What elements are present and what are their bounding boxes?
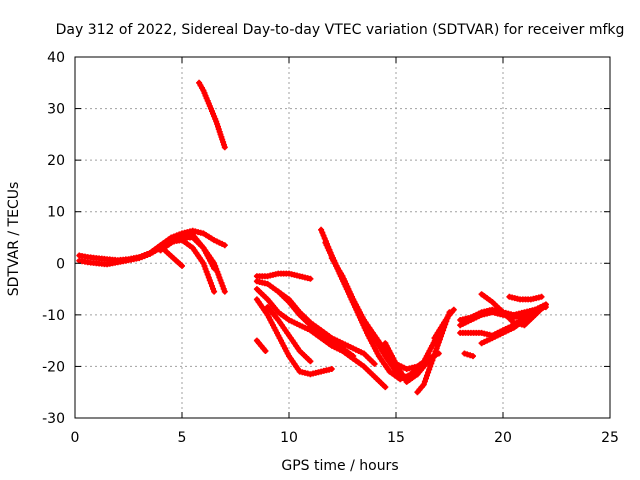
series-arc-16 xyxy=(328,255,432,383)
data-point xyxy=(429,357,436,364)
data-point xyxy=(212,263,219,270)
data-point xyxy=(206,277,213,284)
y-tick-label: 10 xyxy=(47,205,65,221)
series-arc-19 xyxy=(431,306,457,342)
series-arc-13 xyxy=(253,337,269,354)
data-point xyxy=(328,366,335,372)
data-point xyxy=(433,345,440,352)
data-point xyxy=(201,263,208,270)
series-line xyxy=(322,240,425,382)
y-tick-label: 20 xyxy=(47,153,65,169)
data-point xyxy=(426,366,433,373)
plot-frame xyxy=(74,56,611,419)
series-arc-4 xyxy=(157,237,218,295)
x-tick-label: 0 xyxy=(71,430,80,446)
data-points xyxy=(76,79,549,396)
data-point xyxy=(430,354,437,361)
y-tick-label: -20 xyxy=(42,359,65,375)
y-tick-label: -30 xyxy=(42,411,65,427)
data-point xyxy=(217,277,224,284)
x-tick-label: 15 xyxy=(387,430,405,446)
data-point xyxy=(421,378,428,385)
x-tick-label: 10 xyxy=(280,430,298,446)
data-point xyxy=(450,306,457,313)
data-point xyxy=(425,369,432,376)
series-arc-1 xyxy=(76,227,228,264)
data-point xyxy=(200,260,207,267)
series-arc-5 xyxy=(161,247,185,269)
data-point xyxy=(435,339,442,346)
data-point xyxy=(428,360,435,367)
series-arc-11 xyxy=(264,304,314,365)
data-point xyxy=(207,280,214,287)
data-point xyxy=(434,342,441,349)
data-point xyxy=(424,372,430,379)
series-arc-26 xyxy=(506,293,545,303)
data-point xyxy=(436,336,443,343)
series-arc-7 xyxy=(253,270,314,282)
series-arc-9 xyxy=(253,286,389,391)
data-point xyxy=(214,268,221,275)
data-point xyxy=(464,351,471,358)
y-tick-label: -10 xyxy=(42,308,65,324)
data-point xyxy=(215,271,222,278)
y-tick-label: 30 xyxy=(47,102,65,118)
grid xyxy=(75,57,610,418)
data-point xyxy=(262,348,269,354)
chart-title: Day 312 of 2022, Sidereal Day-to-day VTE… xyxy=(56,22,625,38)
data-point xyxy=(307,275,314,282)
data-point xyxy=(221,144,228,151)
data-point xyxy=(371,360,378,367)
data-point xyxy=(204,271,211,278)
data-point xyxy=(307,358,314,365)
data-point xyxy=(432,348,439,355)
data-point xyxy=(542,301,549,308)
y-tick-label: 40 xyxy=(47,50,65,66)
series-arc-25 xyxy=(478,291,549,329)
x-tick-label: 20 xyxy=(494,430,512,446)
x-tick-label: 25 xyxy=(601,430,619,446)
data-point xyxy=(420,381,427,388)
axis-ticks: 0 5 10 15 20 25 -30 -20 -10 0 10 20 30 40 xyxy=(42,50,619,446)
series-arc-12 xyxy=(275,288,357,360)
data-point xyxy=(431,351,438,358)
data-point xyxy=(179,262,185,269)
data-point xyxy=(211,288,218,295)
x-tick-label: 5 xyxy=(178,430,187,446)
data-point xyxy=(382,384,389,391)
y-tick-label: 0 xyxy=(56,256,65,272)
data-point xyxy=(221,242,228,249)
data-point xyxy=(210,285,216,292)
data-point xyxy=(221,288,228,295)
y-axis-label: SDTVAR / TECUs xyxy=(6,182,22,297)
series-arc-6 xyxy=(196,79,228,151)
data-point xyxy=(220,285,227,292)
data-point xyxy=(470,353,476,360)
series-arc-10 xyxy=(253,296,335,378)
data-point xyxy=(350,353,357,360)
data-point xyxy=(423,375,429,382)
x-axis-label: GPS time / hours xyxy=(281,458,398,474)
data-point xyxy=(427,363,434,370)
data-point xyxy=(203,268,210,275)
data-point xyxy=(211,260,218,267)
data-point xyxy=(538,293,545,300)
series-arc-22 xyxy=(461,350,476,360)
data-point xyxy=(218,280,225,287)
